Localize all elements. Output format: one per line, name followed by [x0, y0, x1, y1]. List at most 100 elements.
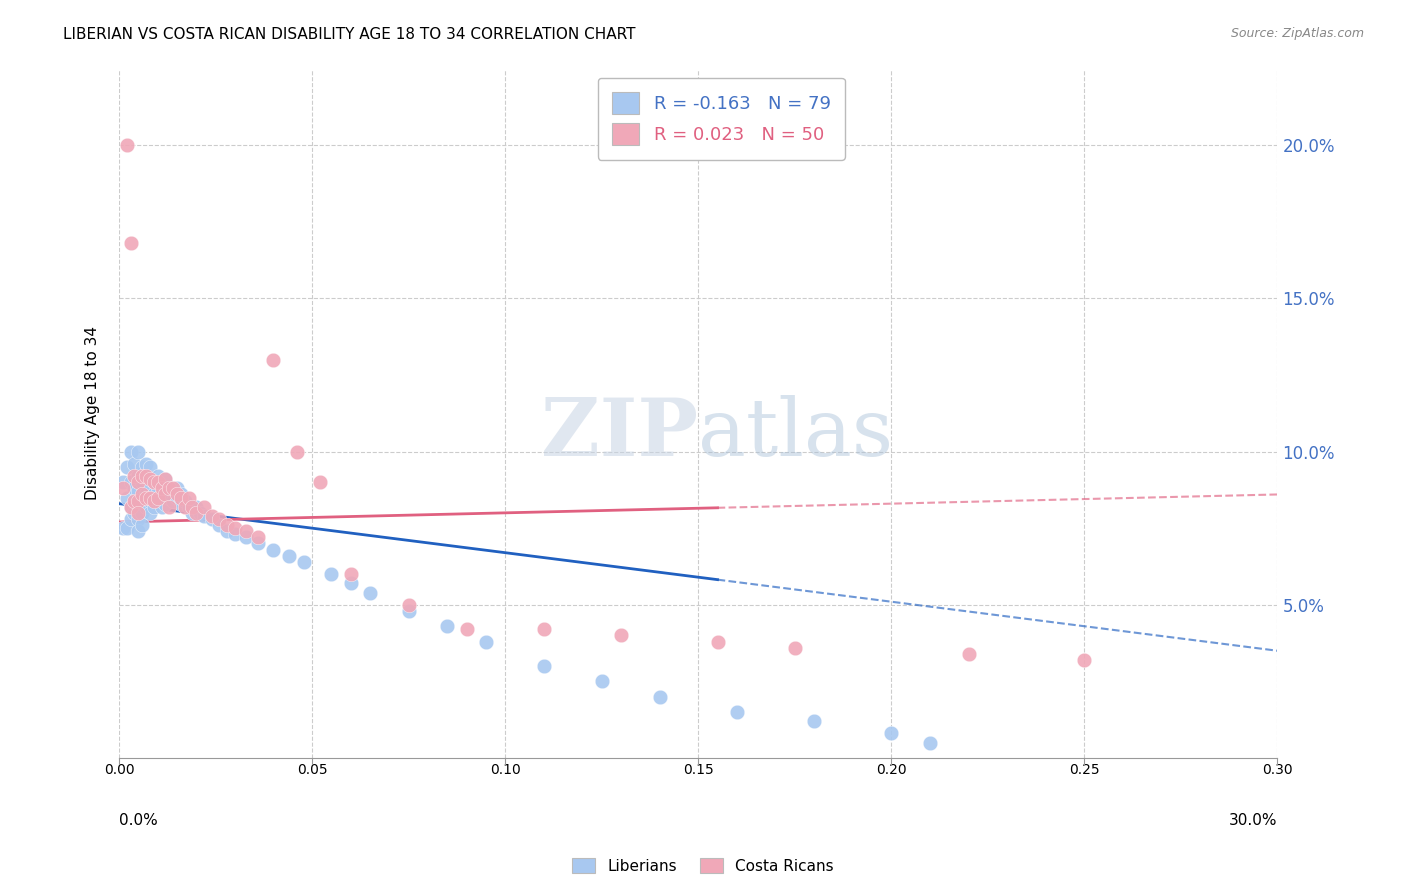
Point — [193, 508, 215, 523]
Point — [166, 487, 188, 501]
Point — [880, 726, 903, 740]
Point — [217, 518, 239, 533]
Point — [170, 497, 193, 511]
Point — [235, 524, 257, 539]
Point — [146, 481, 169, 495]
Point — [157, 481, 180, 495]
Point — [146, 469, 169, 483]
Point — [115, 521, 138, 535]
Point — [127, 475, 149, 490]
Point — [146, 491, 169, 505]
Point — [127, 493, 149, 508]
Point — [170, 487, 193, 501]
Point — [188, 506, 211, 520]
Point — [957, 647, 980, 661]
Point — [533, 622, 555, 636]
Point — [177, 500, 200, 514]
Point — [186, 500, 208, 514]
Point — [155, 487, 177, 501]
Point — [918, 736, 941, 750]
Legend: Liberians, Costa Ricans: Liberians, Costa Ricans — [567, 852, 839, 880]
Point — [162, 481, 184, 495]
Point — [111, 481, 134, 495]
Point — [111, 475, 134, 490]
Point — [142, 487, 165, 501]
Point — [201, 512, 224, 526]
Point — [398, 598, 420, 612]
Point — [146, 475, 169, 490]
Point — [533, 659, 555, 673]
Point — [247, 530, 270, 544]
Point — [139, 472, 162, 486]
Point — [127, 469, 149, 483]
Point — [131, 491, 153, 505]
Point — [120, 236, 142, 251]
Point — [142, 500, 165, 514]
Point — [193, 500, 215, 514]
Point — [150, 475, 173, 490]
Point — [127, 506, 149, 520]
Point — [155, 484, 177, 499]
Point — [235, 530, 257, 544]
Point — [131, 518, 153, 533]
Point — [706, 634, 728, 648]
Point — [170, 491, 193, 505]
Point — [610, 628, 633, 642]
Text: atlas: atlas — [699, 395, 893, 473]
Point — [124, 506, 146, 520]
Point — [475, 634, 498, 648]
Point — [166, 491, 188, 505]
Point — [321, 567, 343, 582]
Y-axis label: Disability Age 18 to 34: Disability Age 18 to 34 — [86, 326, 100, 500]
Point — [127, 484, 149, 499]
Legend: R = -0.163   N = 79, R = 0.023   N = 50: R = -0.163 N = 79, R = 0.023 N = 50 — [598, 78, 845, 160]
Point — [131, 506, 153, 520]
Point — [166, 481, 188, 495]
Point — [201, 508, 224, 523]
Point — [146, 493, 169, 508]
Point — [456, 622, 478, 636]
Point — [139, 493, 162, 508]
Point — [127, 444, 149, 458]
Point — [135, 469, 157, 483]
Point — [135, 472, 157, 486]
Point — [150, 487, 173, 501]
Point — [131, 475, 153, 490]
Point — [120, 475, 142, 490]
Point — [725, 705, 748, 719]
Point — [436, 619, 458, 633]
Point — [247, 536, 270, 550]
Point — [120, 500, 142, 514]
Point — [155, 472, 177, 486]
Point — [150, 500, 173, 514]
Point — [208, 512, 231, 526]
Text: 0.0%: 0.0% — [120, 814, 157, 828]
Point — [115, 459, 138, 474]
Point — [173, 500, 195, 514]
Point — [783, 640, 806, 655]
Point — [124, 481, 146, 495]
Point — [157, 481, 180, 495]
Point — [139, 459, 162, 474]
Point — [157, 491, 180, 505]
Point — [131, 469, 153, 483]
Point — [157, 500, 180, 514]
Point — [120, 444, 142, 458]
Point — [139, 478, 162, 492]
Point — [135, 500, 157, 514]
Point — [127, 524, 149, 539]
Point — [181, 506, 204, 520]
Text: 30.0%: 30.0% — [1229, 814, 1278, 828]
Point — [124, 493, 146, 508]
Point — [224, 527, 246, 541]
Point — [263, 352, 285, 367]
Point — [127, 512, 149, 526]
Point — [292, 555, 315, 569]
Point — [131, 459, 153, 474]
Point — [111, 521, 134, 535]
Point — [339, 567, 361, 582]
Point — [224, 521, 246, 535]
Point — [803, 714, 825, 729]
Point — [135, 491, 157, 505]
Point — [131, 487, 153, 501]
